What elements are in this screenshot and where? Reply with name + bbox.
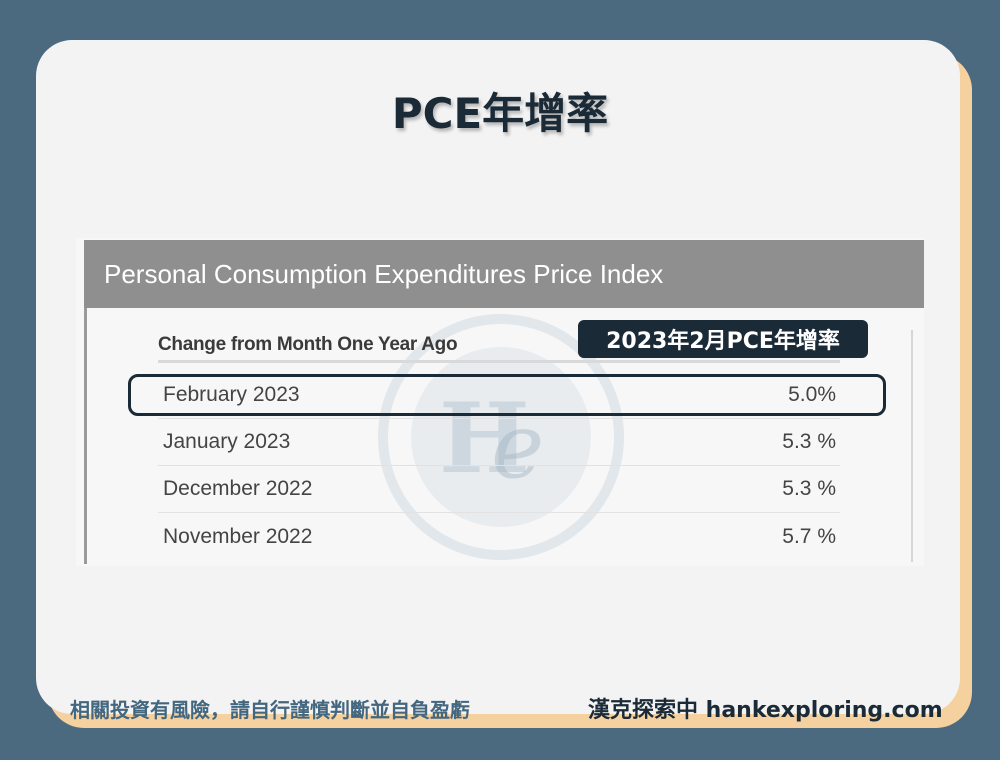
watermark-monogram-icon: H e — [439, 382, 544, 497]
table-row: February 2023 5.0% — [158, 372, 840, 419]
row-value: 5.7 % — [782, 524, 836, 548]
highlight-frame — [128, 374, 886, 416]
panel-right-border — [911, 330, 913, 562]
brand-text: 漢克探索中 hankexploring.com — [588, 698, 943, 723]
pce-badge: 2023年2月PCE年增率 — [578, 320, 868, 358]
panel-header: Personal Consumption Expenditures Price … — [84, 240, 924, 308]
disclaimer-text: 相關投資有風險，請自行謹慎判斷並自負盈虧 — [70, 698, 470, 722]
row-month: November 2022 — [163, 524, 313, 548]
watermark-inner: H e — [411, 347, 591, 527]
page-title: PCE年增率 — [391, 89, 609, 138]
table-row: December 2022 5.3 % — [158, 466, 840, 513]
row-month: December 2022 — [163, 477, 313, 500]
svg-text:H: H — [439, 382, 530, 495]
row-month: February 2023 — [163, 383, 300, 406]
column-header-underline — [158, 360, 840, 363]
hank-logo-watermark-icon: H e — [378, 314, 624, 560]
table-row: November 2022 5.7 % — [158, 513, 840, 560]
column-header: Change from Month One Year Ago — [158, 334, 458, 355]
svg-text:e: e — [491, 394, 544, 497]
row-value: 5.3 % — [782, 430, 836, 453]
row-value: 5.3 % — [782, 477, 836, 500]
table-row: January 2023 5.3 % — [158, 419, 840, 466]
row-month: January 2023 — [163, 430, 291, 453]
row-value: 5.0% — [788, 383, 836, 406]
panel-left-border — [84, 240, 87, 564]
